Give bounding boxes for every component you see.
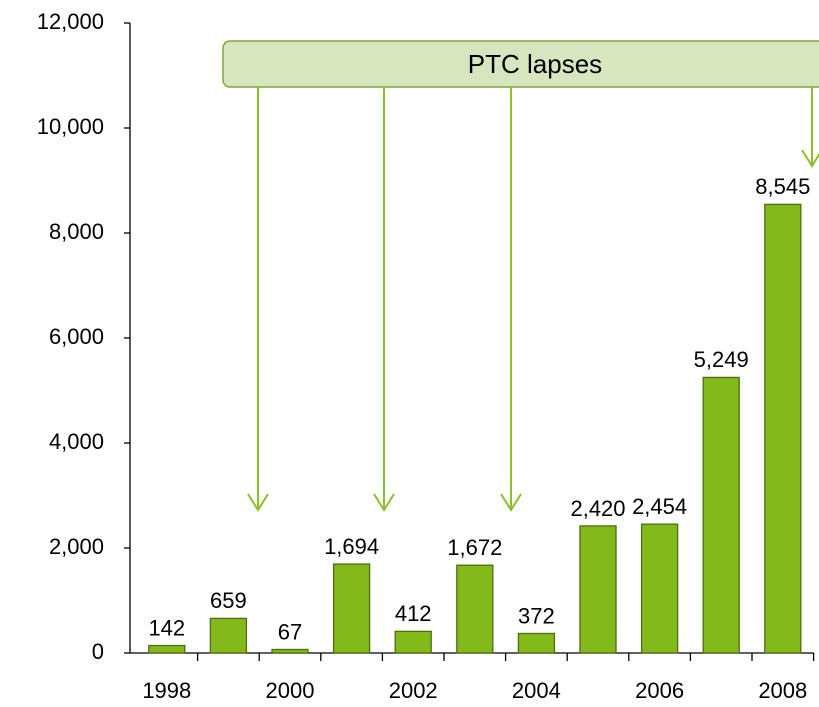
bar [456, 564, 494, 654]
x-tick-label: 1998 [142, 678, 191, 703]
y-tick-label: 2,000 [49, 534, 104, 559]
arrow [500, 87, 522, 512]
data-label: 1,672 [447, 535, 502, 560]
annotation: PTC lapses [222, 40, 819, 512]
arrow [373, 87, 395, 512]
bar [394, 630, 432, 654]
data-label: 67 [278, 619, 302, 644]
data-label: 2,454 [632, 494, 687, 519]
data-label: 142 [148, 615, 185, 640]
bar [332, 563, 371, 654]
bar [148, 644, 186, 654]
y-tick-label: 6,000 [49, 324, 104, 349]
x-tick-label: 2008 [758, 678, 807, 703]
data-label: 2,420 [570, 496, 625, 521]
bar [764, 203, 802, 654]
data-label: 5,249 [694, 347, 749, 372]
data-label: 659 [210, 588, 247, 613]
annotation-box [222, 40, 819, 88]
bar [579, 525, 617, 654]
data-label: 412 [395, 601, 432, 626]
bar [640, 523, 679, 654]
y-tick-label: 12,000 [37, 9, 104, 34]
x-tick-label: 2006 [635, 678, 684, 703]
x-tick-label: 2004 [512, 678, 561, 703]
y-tick-label: 4,000 [49, 429, 104, 454]
bar [517, 632, 556, 654]
bar [209, 617, 248, 654]
arrow [801, 87, 819, 168]
x-tick-label: 2000 [266, 678, 315, 703]
annotation-text: PTC lapses [468, 49, 602, 79]
arrow [247, 87, 269, 512]
bar [702, 376, 740, 654]
x-tick-label: 2002 [389, 678, 438, 703]
y-tick-label: 0 [92, 639, 104, 664]
data-label: 1,694 [324, 534, 379, 559]
data-label: 372 [518, 603, 555, 628]
y-tick-label: 10,000 [37, 114, 104, 139]
y-tick-label: 8,000 [49, 219, 104, 244]
data-label: 8,545 [755, 174, 810, 199]
bar [271, 648, 309, 654]
